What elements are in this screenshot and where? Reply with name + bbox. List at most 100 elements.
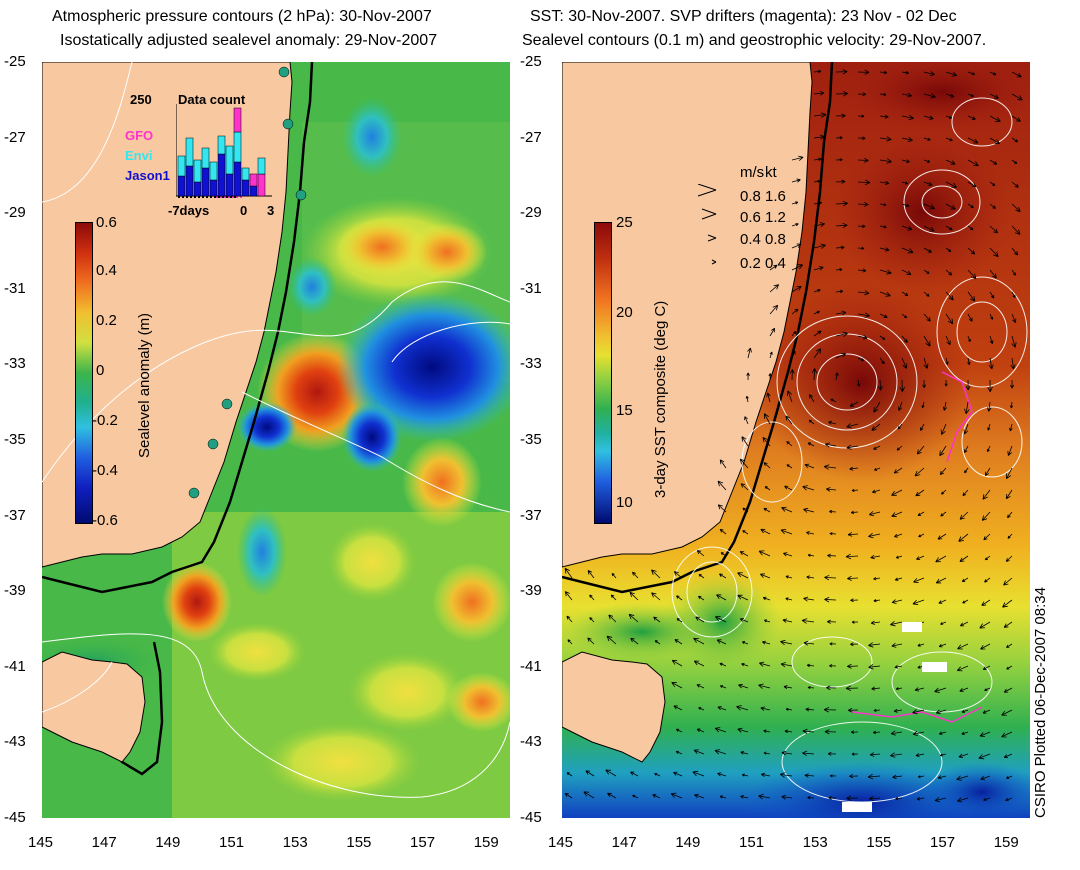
velocity-arrow bbox=[835, 113, 846, 118]
velocity-arrow bbox=[739, 458, 749, 469]
y-tick-label: -27 bbox=[520, 128, 542, 146]
velocity-arrow bbox=[763, 462, 771, 469]
x-tick-label: 149 bbox=[675, 834, 701, 851]
velocity-arrow bbox=[740, 483, 749, 491]
velocity-arrow bbox=[807, 796, 815, 800]
velocity-arrow bbox=[967, 115, 976, 120]
velocity-arrow bbox=[967, 269, 977, 279]
velocity-arrow bbox=[939, 467, 947, 476]
velocity-arrow bbox=[920, 423, 925, 431]
velocity-arrow bbox=[673, 571, 683, 579]
velocity-arrow bbox=[827, 751, 837, 756]
velocity-arrow bbox=[835, 69, 848, 75]
velocity-arrow bbox=[828, 796, 837, 800]
velocity-arrow bbox=[940, 621, 947, 625]
velocity-arrow bbox=[879, 136, 892, 142]
velocity-arrow bbox=[967, 93, 974, 97]
sst-tick: 15 bbox=[616, 402, 633, 419]
velocity-arrow bbox=[962, 599, 969, 604]
velocity-arrow bbox=[967, 159, 979, 167]
velocity-arrow bbox=[763, 413, 771, 425]
velocity-arrow bbox=[896, 445, 903, 451]
velocity-arrow bbox=[986, 401, 992, 412]
velocity-arrow bbox=[989, 269, 997, 279]
speed-legend-ms: 0.4 bbox=[740, 231, 761, 248]
y-tick-label: -41 bbox=[4, 657, 26, 675]
velocity-arrow bbox=[923, 313, 931, 322]
velocity-arrow bbox=[967, 291, 976, 302]
velocity-arrow bbox=[849, 466, 859, 471]
velocity-arrow bbox=[979, 621, 991, 629]
velocity-arrow bbox=[846, 444, 859, 450]
velocity-arrow bbox=[901, 247, 914, 254]
velocity-arrow bbox=[715, 616, 727, 623]
velocity-arrow bbox=[894, 577, 903, 581]
velocity-arrow bbox=[758, 683, 771, 689]
velocity-arrow bbox=[1007, 511, 1013, 519]
y-tick-label: -27 bbox=[4, 128, 26, 146]
velocity-arrow bbox=[983, 797, 991, 802]
velocity-arrow bbox=[959, 555, 969, 563]
velocity-arrow bbox=[813, 112, 827, 118]
velocity-arrow bbox=[989, 93, 999, 99]
velocity-arrow bbox=[945, 71, 958, 77]
velocity-arrow bbox=[629, 591, 639, 601]
velocity-arrow bbox=[956, 665, 969, 672]
velocity-arrow bbox=[964, 467, 969, 474]
velocity-arrow bbox=[935, 555, 947, 563]
velocity-arrow bbox=[608, 614, 617, 623]
velocity-arrow bbox=[958, 753, 969, 758]
speed-legend-kt: 0.4 bbox=[765, 255, 786, 272]
velocity-arrow bbox=[813, 243, 826, 249]
x-tick-label: 159 bbox=[993, 834, 1019, 851]
velocity-arrow bbox=[983, 533, 991, 541]
velocity-arrow bbox=[768, 373, 772, 381]
velocity-arrow bbox=[1003, 621, 1013, 628]
velocity-arrow bbox=[714, 727, 727, 733]
velocity-arrow bbox=[785, 597, 793, 601]
velocity-arrow bbox=[813, 201, 822, 206]
velocity-arrow bbox=[813, 179, 821, 183]
velocity-arrow bbox=[1003, 687, 1013, 693]
velocity-arrow bbox=[717, 772, 727, 777]
velocity-arrow bbox=[653, 616, 661, 623]
y-tick-label: -35 bbox=[4, 431, 26, 448]
velocity-arrow bbox=[745, 395, 749, 403]
velocity-arrow bbox=[739, 551, 749, 557]
velocity-arrow bbox=[850, 598, 859, 603]
velocity-arrow bbox=[737, 572, 749, 579]
velocity-arrow bbox=[804, 773, 815, 778]
velocity-arrow bbox=[845, 685, 859, 692]
velocity-arrow bbox=[1002, 599, 1013, 608]
velocity-arrow bbox=[873, 598, 881, 603]
velocity-arrow bbox=[676, 618, 683, 623]
velocity-arrow bbox=[899, 379, 905, 392]
speed-legend-header-kt: kt bbox=[765, 164, 777, 181]
velocity-arrow bbox=[923, 159, 931, 163]
velocity-arrow bbox=[632, 571, 639, 579]
velocity-arrow bbox=[791, 243, 802, 249]
velocity-arrow bbox=[786, 390, 793, 403]
velocity-arrow bbox=[676, 595, 683, 601]
velocity-arrow bbox=[779, 772, 793, 778]
velocity-arrow bbox=[967, 335, 971, 343]
velocity-arrow bbox=[958, 533, 969, 542]
velocity-arrow bbox=[846, 423, 859, 429]
velocity-arrow bbox=[850, 510, 859, 515]
velocity-arrow bbox=[606, 635, 617, 645]
velocity-arrow bbox=[835, 200, 848, 207]
y-tick-label: -39 bbox=[520, 582, 542, 600]
velocity-arrow bbox=[742, 507, 749, 513]
velocity-arrow bbox=[630, 637, 639, 645]
velocity-arrow bbox=[989, 291, 995, 299]
velocity-arrow bbox=[938, 643, 947, 648]
velocity-arrow bbox=[717, 706, 727, 711]
velocity-arrow bbox=[826, 619, 837, 624]
velocity-arrow bbox=[890, 620, 903, 627]
x-tick-label: 155 bbox=[346, 834, 372, 851]
velocity-arrow bbox=[1003, 753, 1013, 759]
sealevel-tick: 0.2 bbox=[96, 312, 117, 329]
x-tick-label: 149 bbox=[155, 834, 181, 851]
y-tick-label: -35 bbox=[520, 431, 542, 448]
y-tick-label: -29 bbox=[520, 204, 542, 222]
